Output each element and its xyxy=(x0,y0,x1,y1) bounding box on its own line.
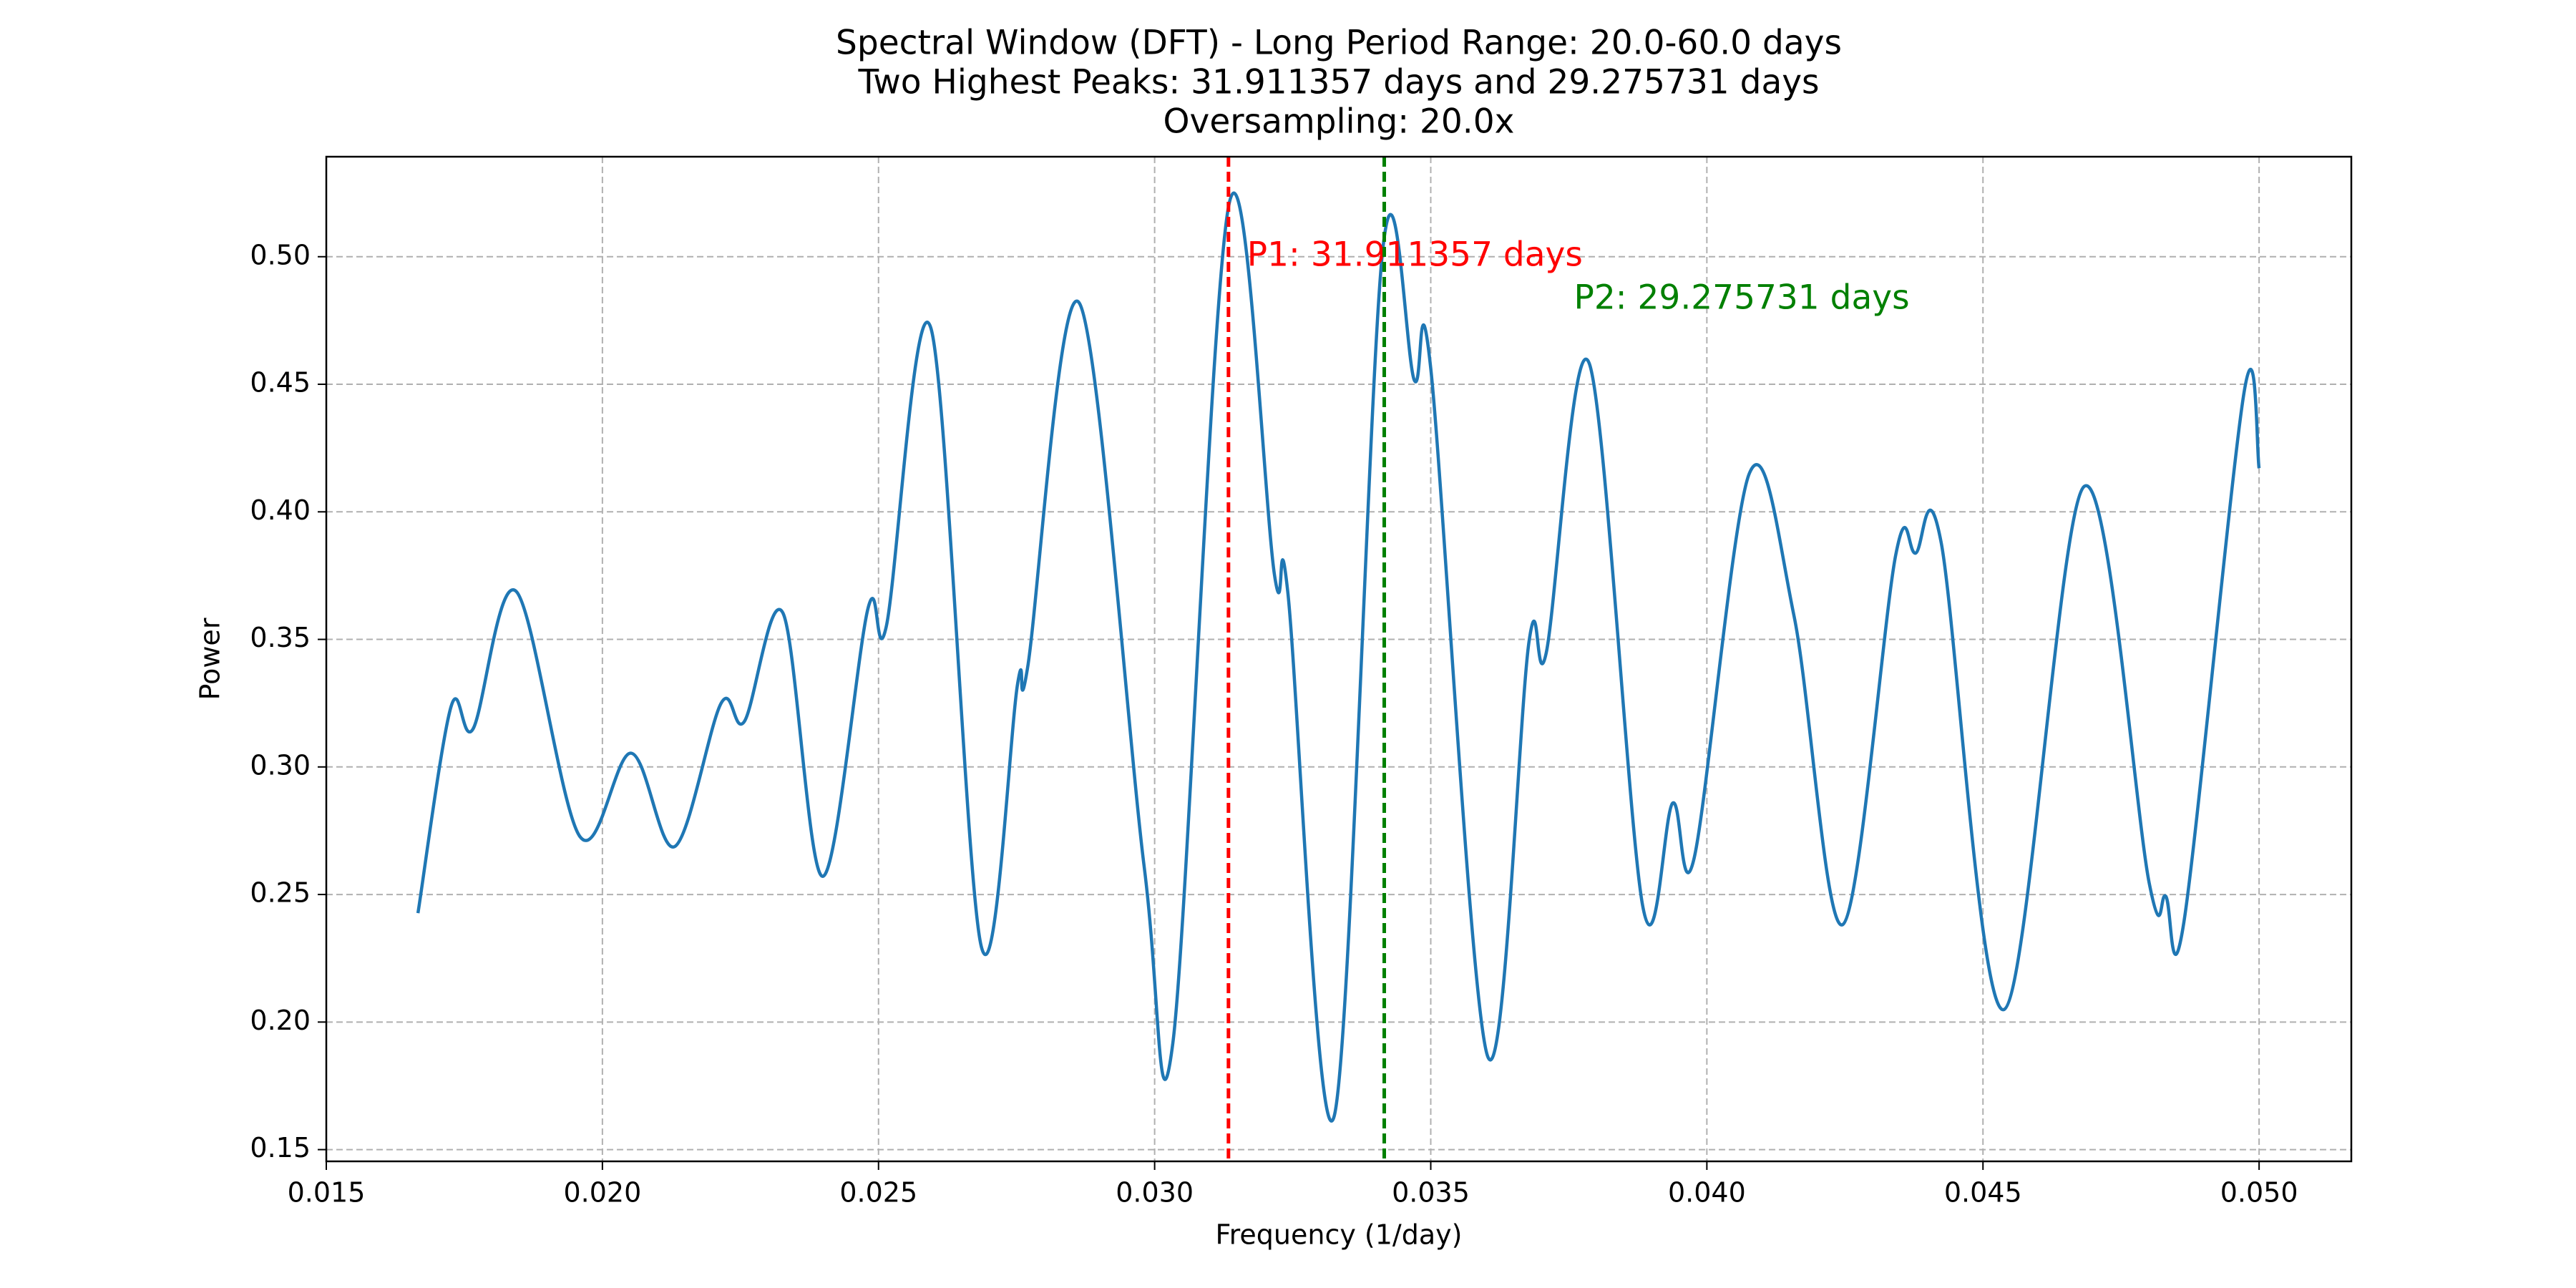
plot-frame xyxy=(325,155,2353,1163)
data-line xyxy=(416,191,2261,1123)
x-tick-label: 0.040 xyxy=(1668,1177,1746,1209)
y-tick-label: 0.15 xyxy=(250,1132,311,1163)
x-tick-label: 0.045 xyxy=(1944,1177,2022,1209)
x-axis-label: Frequency (1/day) xyxy=(1216,1219,1463,1251)
chart-subtitle: Oversampling: 20.0x xyxy=(1163,102,1515,142)
y-tick-label: 0.45 xyxy=(250,367,311,399)
y-tick-label: 0.30 xyxy=(250,749,311,781)
y-tick-label: 0.40 xyxy=(250,494,311,526)
x-tick-label: 0.050 xyxy=(2220,1177,2298,1209)
chart-subtitle: Two Highest Peaks: 31.911357 days and 29… xyxy=(857,63,1819,102)
y-tick-label: 0.25 xyxy=(250,877,311,909)
x-tick-label: 0.025 xyxy=(839,1177,917,1209)
chart-title: Spectral Window (DFT) - Long Period Rang… xyxy=(836,24,1842,63)
x-tick-label: 0.020 xyxy=(563,1177,641,1209)
y-tick-label: 0.20 xyxy=(250,1005,311,1036)
annotation: P1: 31.911357 days xyxy=(1247,235,1583,275)
x-tick-label: 0.015 xyxy=(288,1177,366,1209)
y-tick-label: 0.35 xyxy=(250,622,311,653)
annotation: P2: 29.275731 days xyxy=(1574,278,1910,318)
x-tick-label: 0.030 xyxy=(1116,1177,1194,1209)
y-tick-label: 0.50 xyxy=(250,239,311,270)
x-tick-label: 0.035 xyxy=(1392,1177,1470,1209)
y-axis-label: Power xyxy=(195,618,226,700)
